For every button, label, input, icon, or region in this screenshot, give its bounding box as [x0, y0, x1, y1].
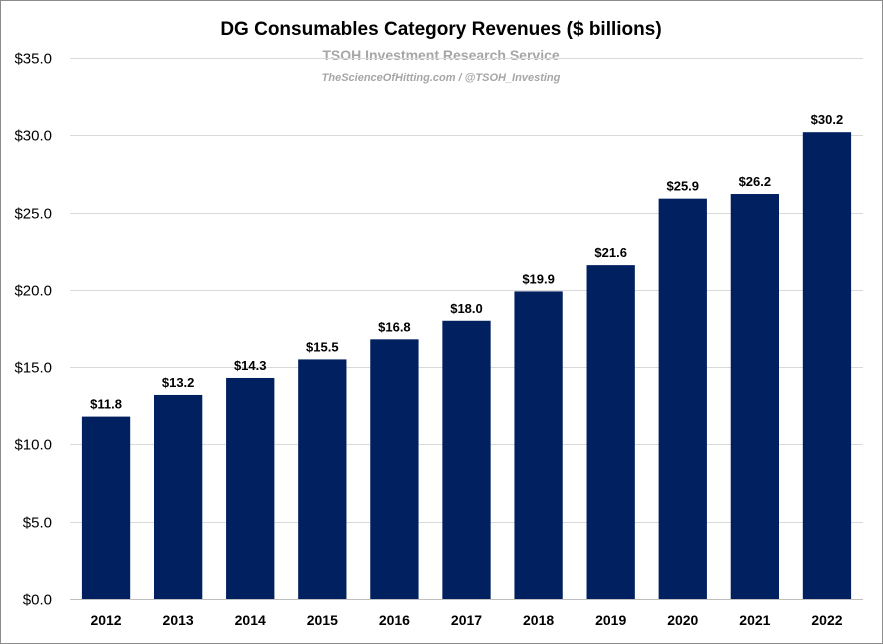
data-label-2021: $26.2	[739, 174, 772, 189]
data-label-2013: $13.2	[162, 375, 195, 390]
y-axis-ticks: $0.0 $5.0 $10.0 $15.0 $20.0 $25.0 $30.0 $35.0	[14, 51, 52, 609]
bar-2021	[730, 194, 780, 599]
x-tick-label-2012: 2012	[90, 612, 121, 628]
bar-2012	[81, 416, 131, 599]
bar-2018	[514, 291, 563, 599]
data-label-2016: $16.8	[378, 319, 411, 334]
data-label-2015: $15.5	[306, 339, 339, 354]
y-tick-label: $20.0	[14, 283, 52, 300]
y-tick-label: $25.0	[14, 206, 52, 223]
x-tick-label-2015: 2015	[307, 612, 338, 628]
y-tick-label: $15.0	[14, 360, 52, 377]
bar-2013	[153, 394, 203, 599]
data-label-2014: $14.3	[234, 358, 267, 373]
y-tick-label: $10.0	[14, 437, 52, 454]
x-tick-label-2019: 2019	[595, 612, 626, 628]
bar-2016	[370, 339, 419, 599]
data-label-2020: $25.9	[666, 179, 699, 194]
data-label-2012: $11.8	[90, 397, 122, 412]
data-labels: $11.8 $13.2 $14.3 $15.5 $16.8 $18.0 $19.9 $21.6…	[90, 112, 843, 411]
x-tick-label-2016: 2016	[379, 612, 410, 628]
bar-2017	[442, 320, 491, 599]
y-tick-label: $35.0	[14, 51, 52, 68]
x-tick-label-2022: 2022	[811, 612, 842, 628]
x-tick-label-2013: 2013	[163, 612, 194, 628]
bars	[81, 132, 852, 600]
data-label-2022: $30.2	[811, 112, 844, 127]
y-tick-label: $5.0	[23, 515, 52, 532]
y-tick-label: $30.0	[14, 128, 52, 145]
x-tick-label-2014: 2014	[235, 612, 266, 628]
chart-subtitle: TSOH Investment Research Service	[322, 47, 560, 63]
x-tick-label-2017: 2017	[451, 612, 482, 628]
x-tick-label-2021: 2021	[739, 612, 770, 628]
y-tick-label: $0.0	[23, 592, 52, 609]
chart-credit: TheScienceOfHitting.com / @TSOH_Investin…	[322, 72, 561, 84]
bar-2015	[298, 359, 347, 599]
data-label-2017: $18.0	[450, 301, 483, 316]
bar-2014	[226, 377, 275, 599]
bar-2022	[802, 132, 852, 600]
bar-2020	[658, 198, 707, 599]
data-label-2019: $21.6	[594, 245, 627, 260]
data-label-2018: $19.9	[522, 271, 555, 286]
bar-2019	[586, 265, 635, 599]
x-tick-label-2018: 2018	[523, 612, 554, 628]
x-tick-label-2020: 2020	[667, 612, 698, 628]
chart-title: DG Consumables Category Revenues ($ bill…	[220, 19, 661, 40]
x-axis-ticks: 2012 2013 2014 2015 2016 2017 2018 2019 2020 2021…	[90, 612, 842, 628]
